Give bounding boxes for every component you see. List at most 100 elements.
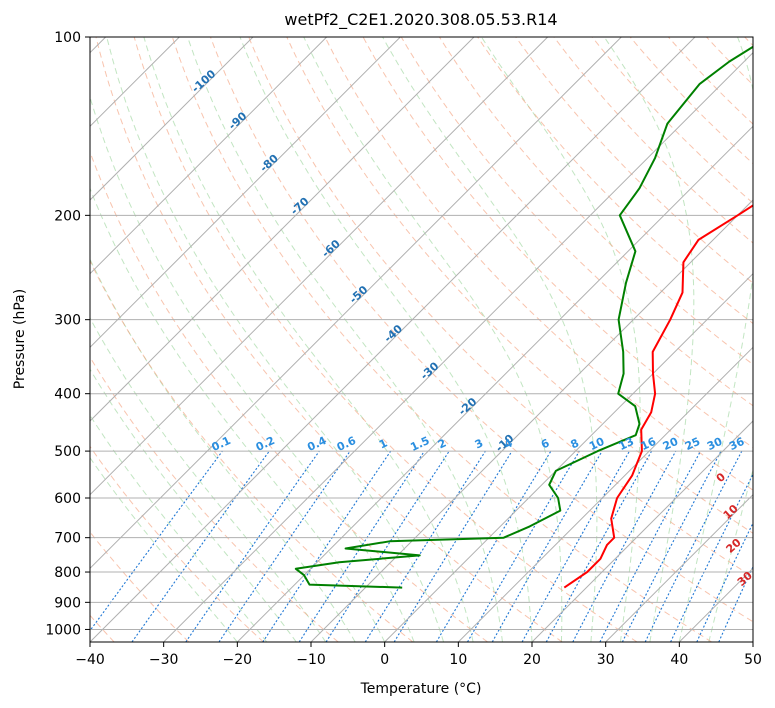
- moist-adiabat-line: [239, 37, 533, 642]
- y-tick-label: 400: [54, 387, 81, 403]
- mixing-ratio-label: 8: [569, 436, 581, 451]
- temperature-profile: [563, 204, 753, 589]
- isotherm-line: [90, 37, 475, 422]
- y-tick-label: 100: [54, 30, 81, 46]
- dry-adiabat-labels: -100-90-80-70-60-50-40-30-20-10: [189, 67, 517, 455]
- isotherm-line: [90, 37, 696, 642]
- mixing-ratio-line: [718, 565, 753, 642]
- mixing-ratio-line: [696, 521, 753, 642]
- x-tick-label: −20: [223, 652, 253, 668]
- dry-adiabat-line: [90, 531, 190, 642]
- mixing-ratio-label: 20: [661, 435, 681, 453]
- moist-adiabat-line: [187, 37, 503, 642]
- dry-adiabat-line: [324, 37, 753, 491]
- x-axis-label: Temperature (°C): [360, 681, 482, 697]
- y-tick-label: 700: [54, 531, 81, 547]
- y-axis-ticks: 100 200 300 400 500 600 700 800 900 1000: [45, 30, 90, 638]
- x-tick-label: 50: [744, 652, 762, 668]
- y-tick-label: 500: [54, 444, 81, 460]
- dry-adiabat-line: [477, 37, 753, 325]
- dry-adiabat-line: [744, 37, 753, 47]
- mixing-ratio-label: 6: [539, 436, 552, 451]
- x-tick-label: 30: [597, 652, 615, 668]
- mixing-ratio-line: [467, 450, 580, 642]
- mixing-ratio-line: [393, 450, 513, 642]
- profiles: [294, 45, 753, 589]
- mixing-ratio-line: [218, 450, 351, 642]
- isotherm-line: [90, 37, 328, 275]
- y-tick-label: 300: [54, 313, 81, 329]
- mixing-ratio-line: [545, 450, 653, 642]
- dewpoint-profile: [294, 45, 753, 589]
- dry-adiabat-line: [171, 37, 712, 642]
- x-tick-label: 10: [449, 652, 467, 668]
- y-tick-label: 600: [54, 491, 81, 507]
- x-tick-label: 40: [670, 652, 688, 668]
- dry-adiabat-label: -40: [382, 322, 406, 345]
- isotherm-line: [531, 420, 753, 642]
- dry-adiabat-line: [133, 37, 638, 642]
- dry-adiabat-line: [400, 37, 753, 407]
- mixing-ratio-label: 30: [705, 435, 725, 453]
- isotherm-line: [752, 641, 753, 642]
- x-tick-label: 0: [380, 652, 389, 668]
- mixing-ratio-line: [262, 450, 392, 642]
- mixing-ratio-label: 25: [683, 435, 702, 453]
- chart-title: wetPf2_C2E1.2020.308.05.53.R14: [284, 10, 557, 30]
- dry-adiabat-line: [210, 37, 753, 623]
- mixing-ratio-line: [325, 450, 450, 642]
- y-axis-label: Pressure (hPa): [12, 289, 28, 389]
- mixing-ratio-line: [364, 450, 486, 642]
- mixing-ratio-line: [670, 473, 753, 642]
- mixing-ratio-label: 10: [587, 435, 607, 453]
- x-tick-label: −40: [75, 652, 105, 668]
- dry-adiabat-label: -80: [257, 152, 281, 175]
- moist-adiabat-line: [90, 258, 356, 642]
- dry-adiabat-line: [90, 445, 264, 642]
- mixing-ratio-line: [644, 450, 743, 642]
- y-tick-label: 1000: [45, 622, 81, 638]
- moist-adiabat-line: [708, 468, 753, 642]
- plot-area: -100-90-80-70-60-50-40-30-20-10 01020304…: [90, 37, 753, 642]
- dry-adiabats: [90, 37, 753, 642]
- dry-adiabat-line: [515, 37, 753, 284]
- x-axis-ticks: −40 −30 −20 −10 0 10 20 30 40 50: [75, 642, 762, 668]
- dry-adiabat-line: [90, 150, 488, 642]
- moist-adiabat-label: 20: [724, 536, 744, 556]
- mixing-ratio-line: [521, 450, 630, 642]
- isotherm-line: [384, 272, 753, 642]
- dry-adiabat-label: -100: [189, 67, 218, 95]
- moist-adiabat-line: [678, 37, 753, 642]
- moist-adiabat-line: [90, 456, 238, 642]
- isotherm-line: [90, 37, 254, 201]
- isobars: [90, 37, 753, 630]
- dry-adiabat-label: -20: [456, 395, 480, 418]
- moist-adiabat-label: 0: [714, 470, 729, 485]
- moist-adiabat-line: [303, 37, 563, 642]
- mixing-ratio-line: [621, 450, 722, 642]
- moist-adiabat-line: [90, 414, 268, 642]
- isotherm-line: [457, 346, 753, 642]
- mixing-ratio-label: 16: [639, 435, 659, 453]
- mixing-ratio-label: 36: [727, 435, 747, 453]
- moist-adiabat-line: [603, 37, 695, 642]
- dry-adiabat-label: -90: [226, 109, 250, 132]
- mixing-ratio-line: [185, 450, 320, 642]
- mixing-ratio-label: 13: [617, 435, 636, 453]
- mixing-ratio-line: [298, 450, 425, 642]
- y-tick-label: 200: [54, 208, 81, 224]
- moist-adiabat-line: [90, 95, 415, 642]
- mixing-ratio-line: [599, 450, 701, 642]
- dry-adiabat-label: -60: [319, 237, 343, 260]
- moist-adiabat-line: [90, 187, 386, 642]
- dry-adiabat-line: [591, 37, 753, 204]
- dry-adiabat-line: [553, 37, 753, 244]
- y-tick-label: 800: [54, 565, 81, 581]
- moist-adiabat-line: [143, 37, 474, 642]
- dry-adiabat-label: -50: [347, 283, 371, 306]
- dry-adiabat-line: [248, 37, 753, 578]
- dry-adiabat-line: [95, 37, 563, 642]
- mixing-ratio-line: [572, 450, 677, 642]
